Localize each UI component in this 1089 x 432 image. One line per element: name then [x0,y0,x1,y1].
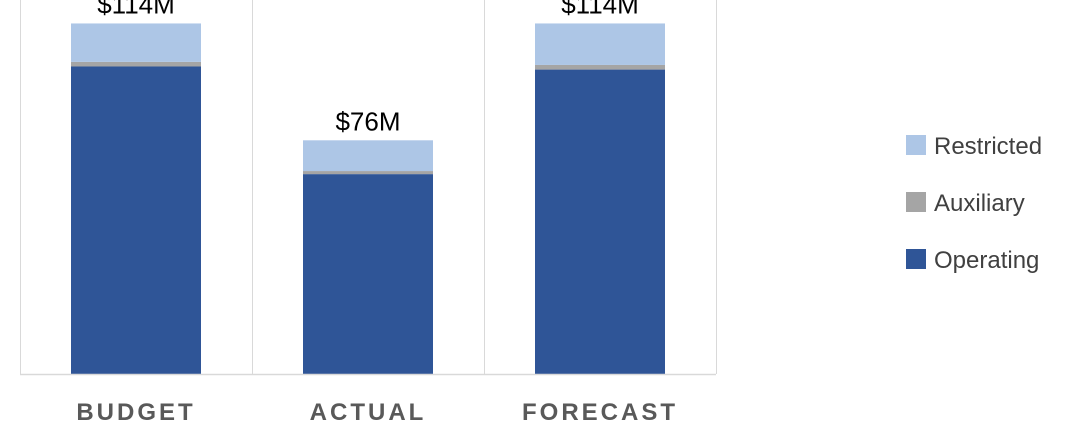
total-label-actual: $76M [335,106,400,136]
category-label-forecast: FORECAST [522,399,678,426]
bar-segment-operating-actual [303,174,433,374]
category-label-actual: ACTUAL [310,399,427,426]
bar-segment-restricted-budget [71,23,201,62]
bar-segment-restricted-forecast [535,23,665,65]
total-label-budget: $114M [97,0,175,19]
bar-segment-auxiliary-budget [71,61,201,67]
bar-segments [71,23,665,374]
legend-label-operating: Operating [934,247,1039,274]
bar-segment-auxiliary-actual [303,171,433,175]
bar-segment-operating-forecast [535,69,665,374]
legend: Restricted Auxiliary Operating [906,133,1042,274]
bar-segment-operating-budget [71,66,201,374]
category-separators [20,0,717,374]
legend-swatch-restricted [906,135,926,155]
legend-swatch-auxiliary [906,192,926,212]
total-label-forecast: $114M [561,0,639,19]
bar-segment-restricted-actual [303,140,433,172]
category-label-budget: BUDGET [76,399,195,426]
category-labels: BUDGET ACTUAL FORECAST [76,399,678,426]
legend-label-restricted: Restricted [934,133,1042,160]
legend-label-auxiliary: Auxiliary [934,190,1025,217]
bar-segment-auxiliary-forecast [535,64,665,70]
legend-swatch-operating [906,249,926,269]
total-labels: $114M $76M $114M [97,0,639,136]
